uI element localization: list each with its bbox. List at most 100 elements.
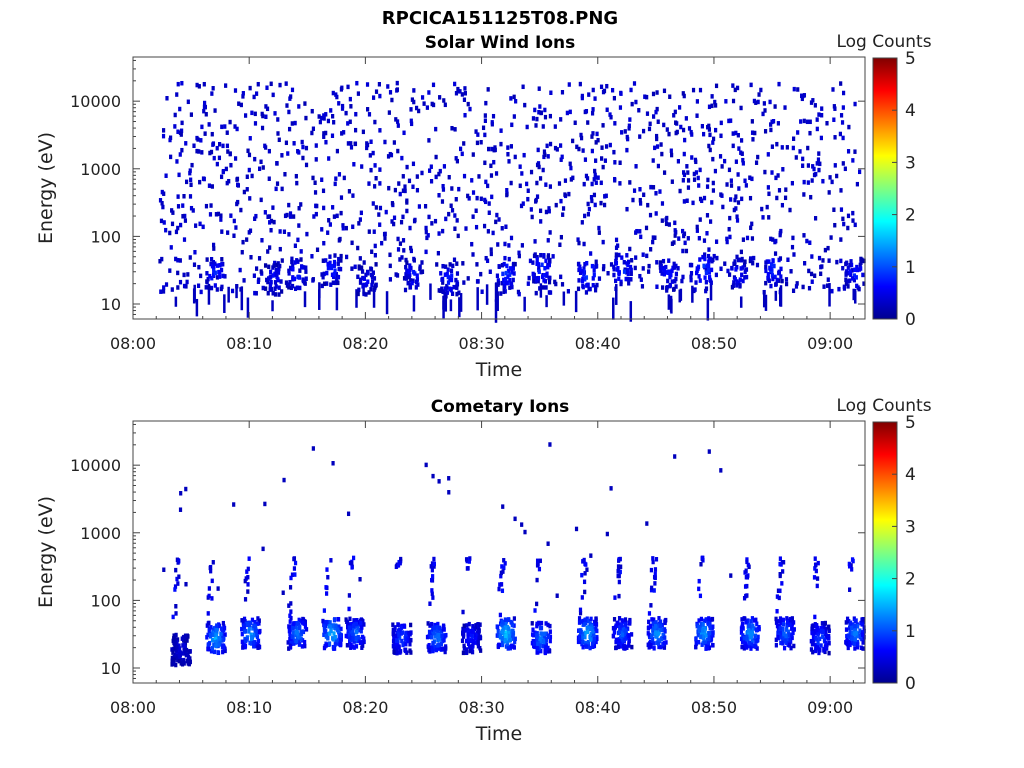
count-pixel [740, 151, 744, 156]
blob-cell [548, 638, 552, 644]
count-pixel [438, 168, 442, 174]
count-pixel [768, 99, 772, 105]
count-pixel [463, 112, 467, 118]
blob-cell [273, 286, 277, 291]
tail-cell [847, 564, 852, 569]
count-pixel [737, 186, 741, 191]
count-pixel [256, 81, 260, 87]
count-pixel [215, 287, 219, 292]
blob-cell [810, 630, 814, 636]
count-pixel [690, 155, 694, 160]
tail-cell [580, 572, 584, 578]
blob-cell [359, 620, 363, 626]
count-pixel [791, 288, 796, 294]
count-pixel [223, 294, 226, 313]
count-pixel [378, 167, 382, 172]
count-pixel [743, 275, 747, 280]
blob-cell [785, 636, 789, 641]
count-pixel [603, 202, 607, 208]
count-pixel [705, 231, 709, 236]
blob-cell [278, 263, 282, 269]
count-pixel [400, 155, 404, 161]
blob-cell [695, 270, 699, 276]
count-pixel [684, 248, 689, 254]
count-pixel [457, 290, 461, 295]
count-pixel [261, 285, 265, 291]
count-pixel [785, 145, 789, 150]
count-pixel [662, 170, 667, 175]
blob-cell [440, 646, 444, 651]
count-pixel [646, 202, 650, 208]
count-pixel [827, 190, 831, 195]
blob-cell [392, 647, 396, 652]
count-pixel [320, 115, 324, 121]
count-pixel [392, 221, 396, 227]
blob-cell [253, 626, 257, 632]
count-pixel [247, 152, 252, 158]
tail-cell [653, 571, 657, 577]
count-pixel [546, 154, 550, 159]
count-pixel [254, 266, 259, 271]
count-pixel [179, 222, 183, 228]
blob-cell [414, 279, 419, 285]
blob-cell [439, 271, 443, 276]
count-pixel [371, 201, 375, 206]
count-pixel [486, 87, 490, 92]
count-pixel [278, 246, 282, 252]
count-pixel [806, 145, 810, 151]
tail-cell [617, 566, 621, 572]
count-pixel [225, 143, 230, 149]
count-pixel [370, 249, 374, 254]
blob-cell [323, 629, 327, 634]
count-pixel [679, 288, 683, 301]
count-pixel [749, 82, 753, 88]
blob-cell [473, 626, 477, 632]
blob-cell [817, 647, 821, 652]
count-pixel [799, 119, 803, 124]
count-pixel [499, 291, 503, 296]
count-pixel [752, 255, 756, 261]
count-pixel [414, 285, 418, 290]
count-pixel [567, 191, 571, 197]
blob-cell [279, 279, 283, 284]
blob-cell [322, 623, 327, 629]
count-pixel [357, 221, 361, 226]
blob-cell [657, 616, 661, 621]
count-pixel [809, 271, 814, 277]
blob-cell [466, 627, 470, 633]
count-pixel [739, 105, 743, 111]
blob-cell [534, 277, 539, 283]
blob-cell [591, 283, 595, 288]
count-pixel [535, 116, 539, 122]
count-pixel [585, 567, 589, 572]
count-pixel [437, 171, 441, 177]
blob-cell [430, 634, 434, 640]
count-pixel [521, 84, 525, 90]
blob-cell [241, 645, 245, 650]
count-pixel [486, 183, 490, 189]
count-pixel [223, 124, 227, 129]
blob-cell [213, 635, 217, 640]
count-pixel [305, 231, 309, 237]
blob-cell [212, 264, 216, 269]
count-pixel [673, 109, 677, 115]
blob-cell [781, 637, 785, 643]
count-pixel [569, 165, 573, 171]
blob-cell [768, 265, 772, 271]
blob-cell [301, 616, 305, 622]
blob-cell [618, 644, 622, 649]
count-pixel [269, 218, 274, 224]
blob-cell [426, 621, 430, 626]
count-pixel [186, 272, 190, 277]
blob-cell [263, 263, 268, 268]
count-pixel [184, 179, 189, 185]
blob-cell [703, 256, 707, 262]
count-pixel [821, 258, 825, 263]
count-pixel [593, 172, 597, 178]
count-pixel [257, 256, 262, 261]
count-pixel [517, 253, 521, 259]
blob-cell [300, 644, 304, 649]
blob-cell [497, 633, 501, 638]
blob-cell [703, 618, 707, 624]
blob-cell [289, 616, 293, 621]
